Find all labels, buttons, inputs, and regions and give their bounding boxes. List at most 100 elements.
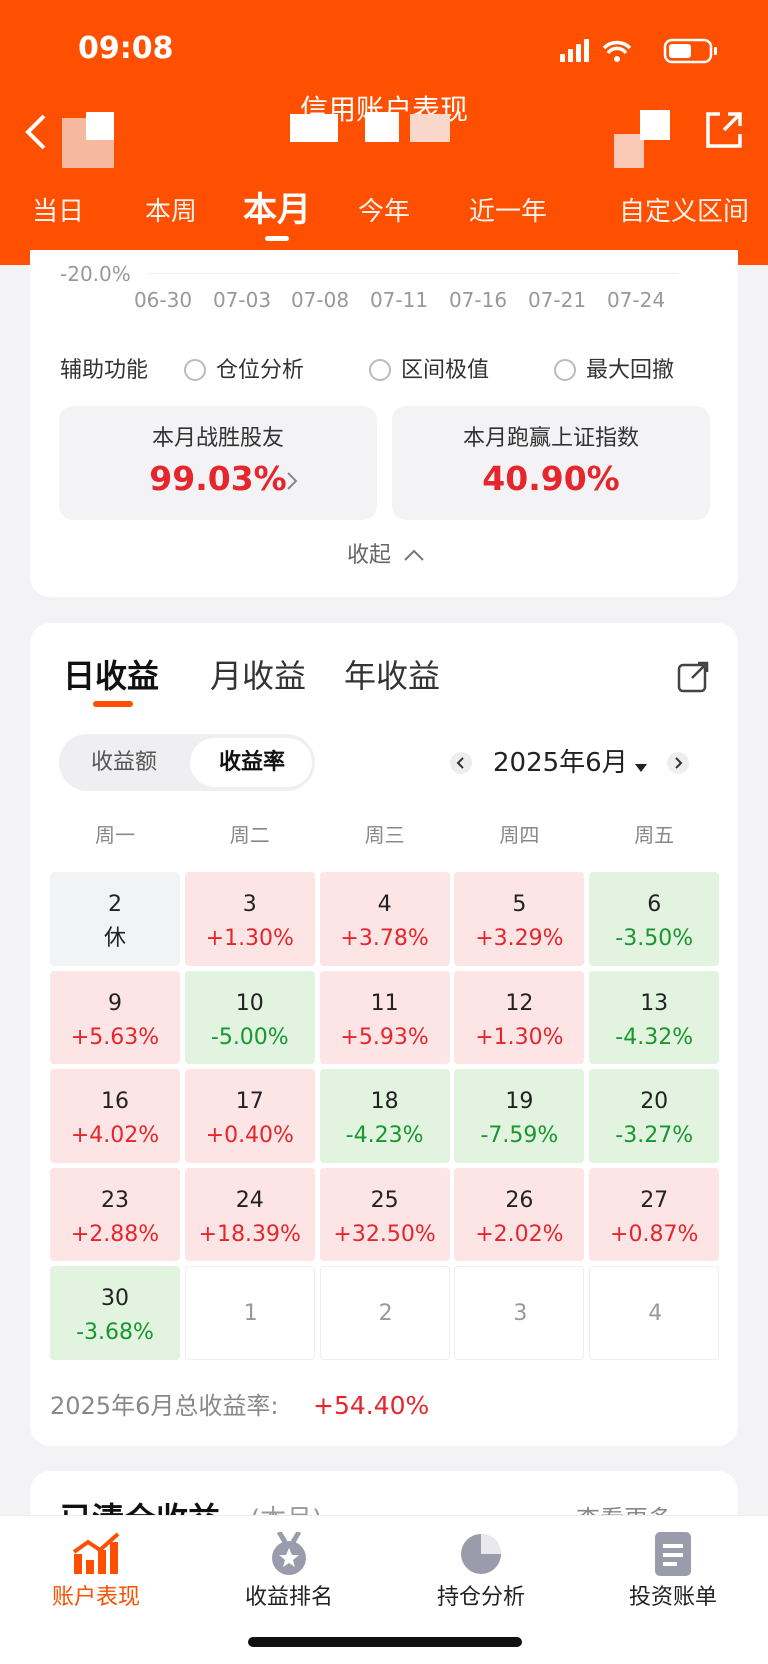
calendar-cell[interactable]: 19 -7.59% <box>454 1069 585 1163</box>
collapse-arrow <box>402 547 426 563</box>
radio[interactable] <box>369 359 391 381</box>
returns-tab[interactable]: 日收益 <box>63 657 160 695</box>
cell-day: 11 <box>370 990 399 1016</box>
period-tab[interactable]: 本月 <box>243 190 311 230</box>
chart-x-label: 07-21 <box>527 288 587 312</box>
toggle-active <box>190 738 312 787</box>
period-tab[interactable]: 自定义区间 <box>618 197 750 227</box>
calendar-cell[interactable]: 3 +1.30% <box>184 872 315 966</box>
chart-x-label: 07-24 <box>606 288 666 312</box>
cell-day: 4 <box>377 892 392 917</box>
mosaic <box>290 114 338 142</box>
calendar-cell[interactable]: 16 +4.02% <box>50 1069 180 1163</box>
calendar-cell[interactable]: 18 -4.23% <box>319 1069 450 1163</box>
calendar-cell[interactable]: 12 +1.30% <box>454 970 585 1064</box>
stat-label: 本月战胜股友 <box>151 426 285 451</box>
cell-day: 12 <box>505 990 534 1016</box>
aux-option[interactable]: 最大回撤 <box>586 358 675 383</box>
nav-icon[interactable] <box>649 1532 697 1576</box>
cell-value: -3.50% <box>615 926 694 951</box>
cell-value: 休 <box>103 926 127 951</box>
calendar-cell[interactable]: 9 +5.63% <box>50 970 180 1064</box>
nav-icon[interactable] <box>457 1532 505 1576</box>
calendar-cell[interactable]: 1 <box>184 1266 315 1360</box>
radio[interactable] <box>184 359 206 381</box>
aux-label: 辅助功能 <box>60 358 149 383</box>
weekday-label: 周二 <box>229 823 270 847</box>
nav-label[interactable]: 投资账单 <box>628 1585 718 1610</box>
calendar-cell[interactable]: 17 +0.40% <box>184 1069 315 1163</box>
cell-value: +2.88% <box>70 1221 160 1247</box>
nav-label[interactable]: 收益排名 <box>244 1585 334 1610</box>
cell-value: +3.78% <box>340 926 429 951</box>
stat-value: 40.90% <box>482 459 620 498</box>
toggle-option[interactable]: 收益额 <box>90 750 158 775</box>
cell-day: 6 <box>647 892 662 917</box>
aux-option[interactable]: 仓位分析 <box>216 358 305 383</box>
returns-share[interactable] <box>676 660 710 694</box>
cell-day: 10 <box>235 990 264 1016</box>
calendar-cell[interactable]: 2 <box>319 1266 450 1360</box>
month-arrow[interactable] <box>449 751 473 775</box>
nav-label[interactable]: 持仓分析 <box>436 1585 526 1610</box>
nav-icon[interactable] <box>265 1530 313 1576</box>
total-label: 2025年6月总收益率: <box>50 1392 279 1420</box>
cell-day: 17 <box>235 1089 264 1114</box>
returns-underline <box>93 701 133 707</box>
cell-day: 2 <box>108 892 122 917</box>
period-tab[interactable]: 近一年 <box>468 197 548 227</box>
returns-tab[interactable]: 年收益 <box>344 657 441 695</box>
month-arrow[interactable] <box>666 751 690 775</box>
period-tab[interactable]: 今年 <box>357 197 411 227</box>
cell-value: +0.87% <box>610 1221 699 1247</box>
period-tab[interactable]: 本周 <box>144 197 198 227</box>
aux-option[interactable]: 区间极值 <box>401 358 490 383</box>
cell-value: +3.29% <box>475 926 564 951</box>
chart-gridline <box>148 273 678 274</box>
cell-day: 1 <box>243 1301 258 1326</box>
chart-x-label: 07-16 <box>448 288 508 312</box>
returns-tab[interactable]: 月收益 <box>210 657 307 695</box>
calendar-cell[interactable]: 23 +2.88% <box>50 1167 180 1261</box>
back-button[interactable] <box>22 112 52 152</box>
collapse-label[interactable]: 收起 <box>347 543 392 568</box>
status-time: 09:08 <box>78 31 174 66</box>
stat-value: 99.03% <box>149 459 287 498</box>
calendar-cell[interactable]: 24 +18.39% <box>184 1167 315 1261</box>
calendar-cell[interactable]: 26 +2.02% <box>454 1167 585 1261</box>
weekday-label: 周一 <box>95 823 135 847</box>
chart-x-label: 07-03 <box>212 288 272 312</box>
calendar-cell[interactable]: 10 -5.00% <box>184 970 315 1064</box>
calendar-cell[interactable]: 4 <box>589 1266 720 1360</box>
period-tab[interactable]: 当日 <box>31 197 85 227</box>
calendar-cell[interactable]: 20 -3.27% <box>589 1069 720 1163</box>
cell-day: 19 <box>505 1089 534 1114</box>
nav-label[interactable]: 账户表现 <box>51 1585 141 1610</box>
calendar-cell[interactable]: 3 <box>454 1266 585 1360</box>
calendar-cell[interactable]: 11 +5.93% <box>319 970 450 1064</box>
mosaic <box>86 112 114 140</box>
chart-x-label: 07-11 <box>369 288 429 312</box>
cell-day: 2 <box>378 1301 393 1326</box>
calendar-cell[interactable]: 30 -3.68% <box>50 1266 180 1360</box>
stat-box[interactable] <box>59 406 377 520</box>
calendar-cell[interactable]: 25 +32.50% <box>319 1167 450 1261</box>
toggle-option[interactable]: 收益率 <box>218 750 286 775</box>
radio[interactable] <box>554 359 576 381</box>
cell-value: -4.23% <box>345 1123 424 1148</box>
cell-day: 5 <box>512 892 527 917</box>
calendar-cell[interactable]: 13 -4.32% <box>589 970 720 1064</box>
cell-value: -7.59% <box>480 1123 559 1148</box>
nav-icon[interactable] <box>72 1532 120 1576</box>
weekday-label: 周四 <box>499 823 540 847</box>
cell-value: -3.27% <box>615 1123 694 1148</box>
calendar-cell[interactable]: 6 -3.50% <box>589 872 720 966</box>
calendar-cell[interactable]: 27 +0.87% <box>589 1167 720 1261</box>
cell-day: 20 <box>640 1089 669 1114</box>
share-button[interactable] <box>702 108 746 152</box>
month-label[interactable]: 2025年6月 <box>493 748 628 778</box>
calendar-cell[interactable]: 5 +3.29% <box>454 872 585 966</box>
calendar-cell[interactable]: 4 +3.78% <box>319 872 450 966</box>
